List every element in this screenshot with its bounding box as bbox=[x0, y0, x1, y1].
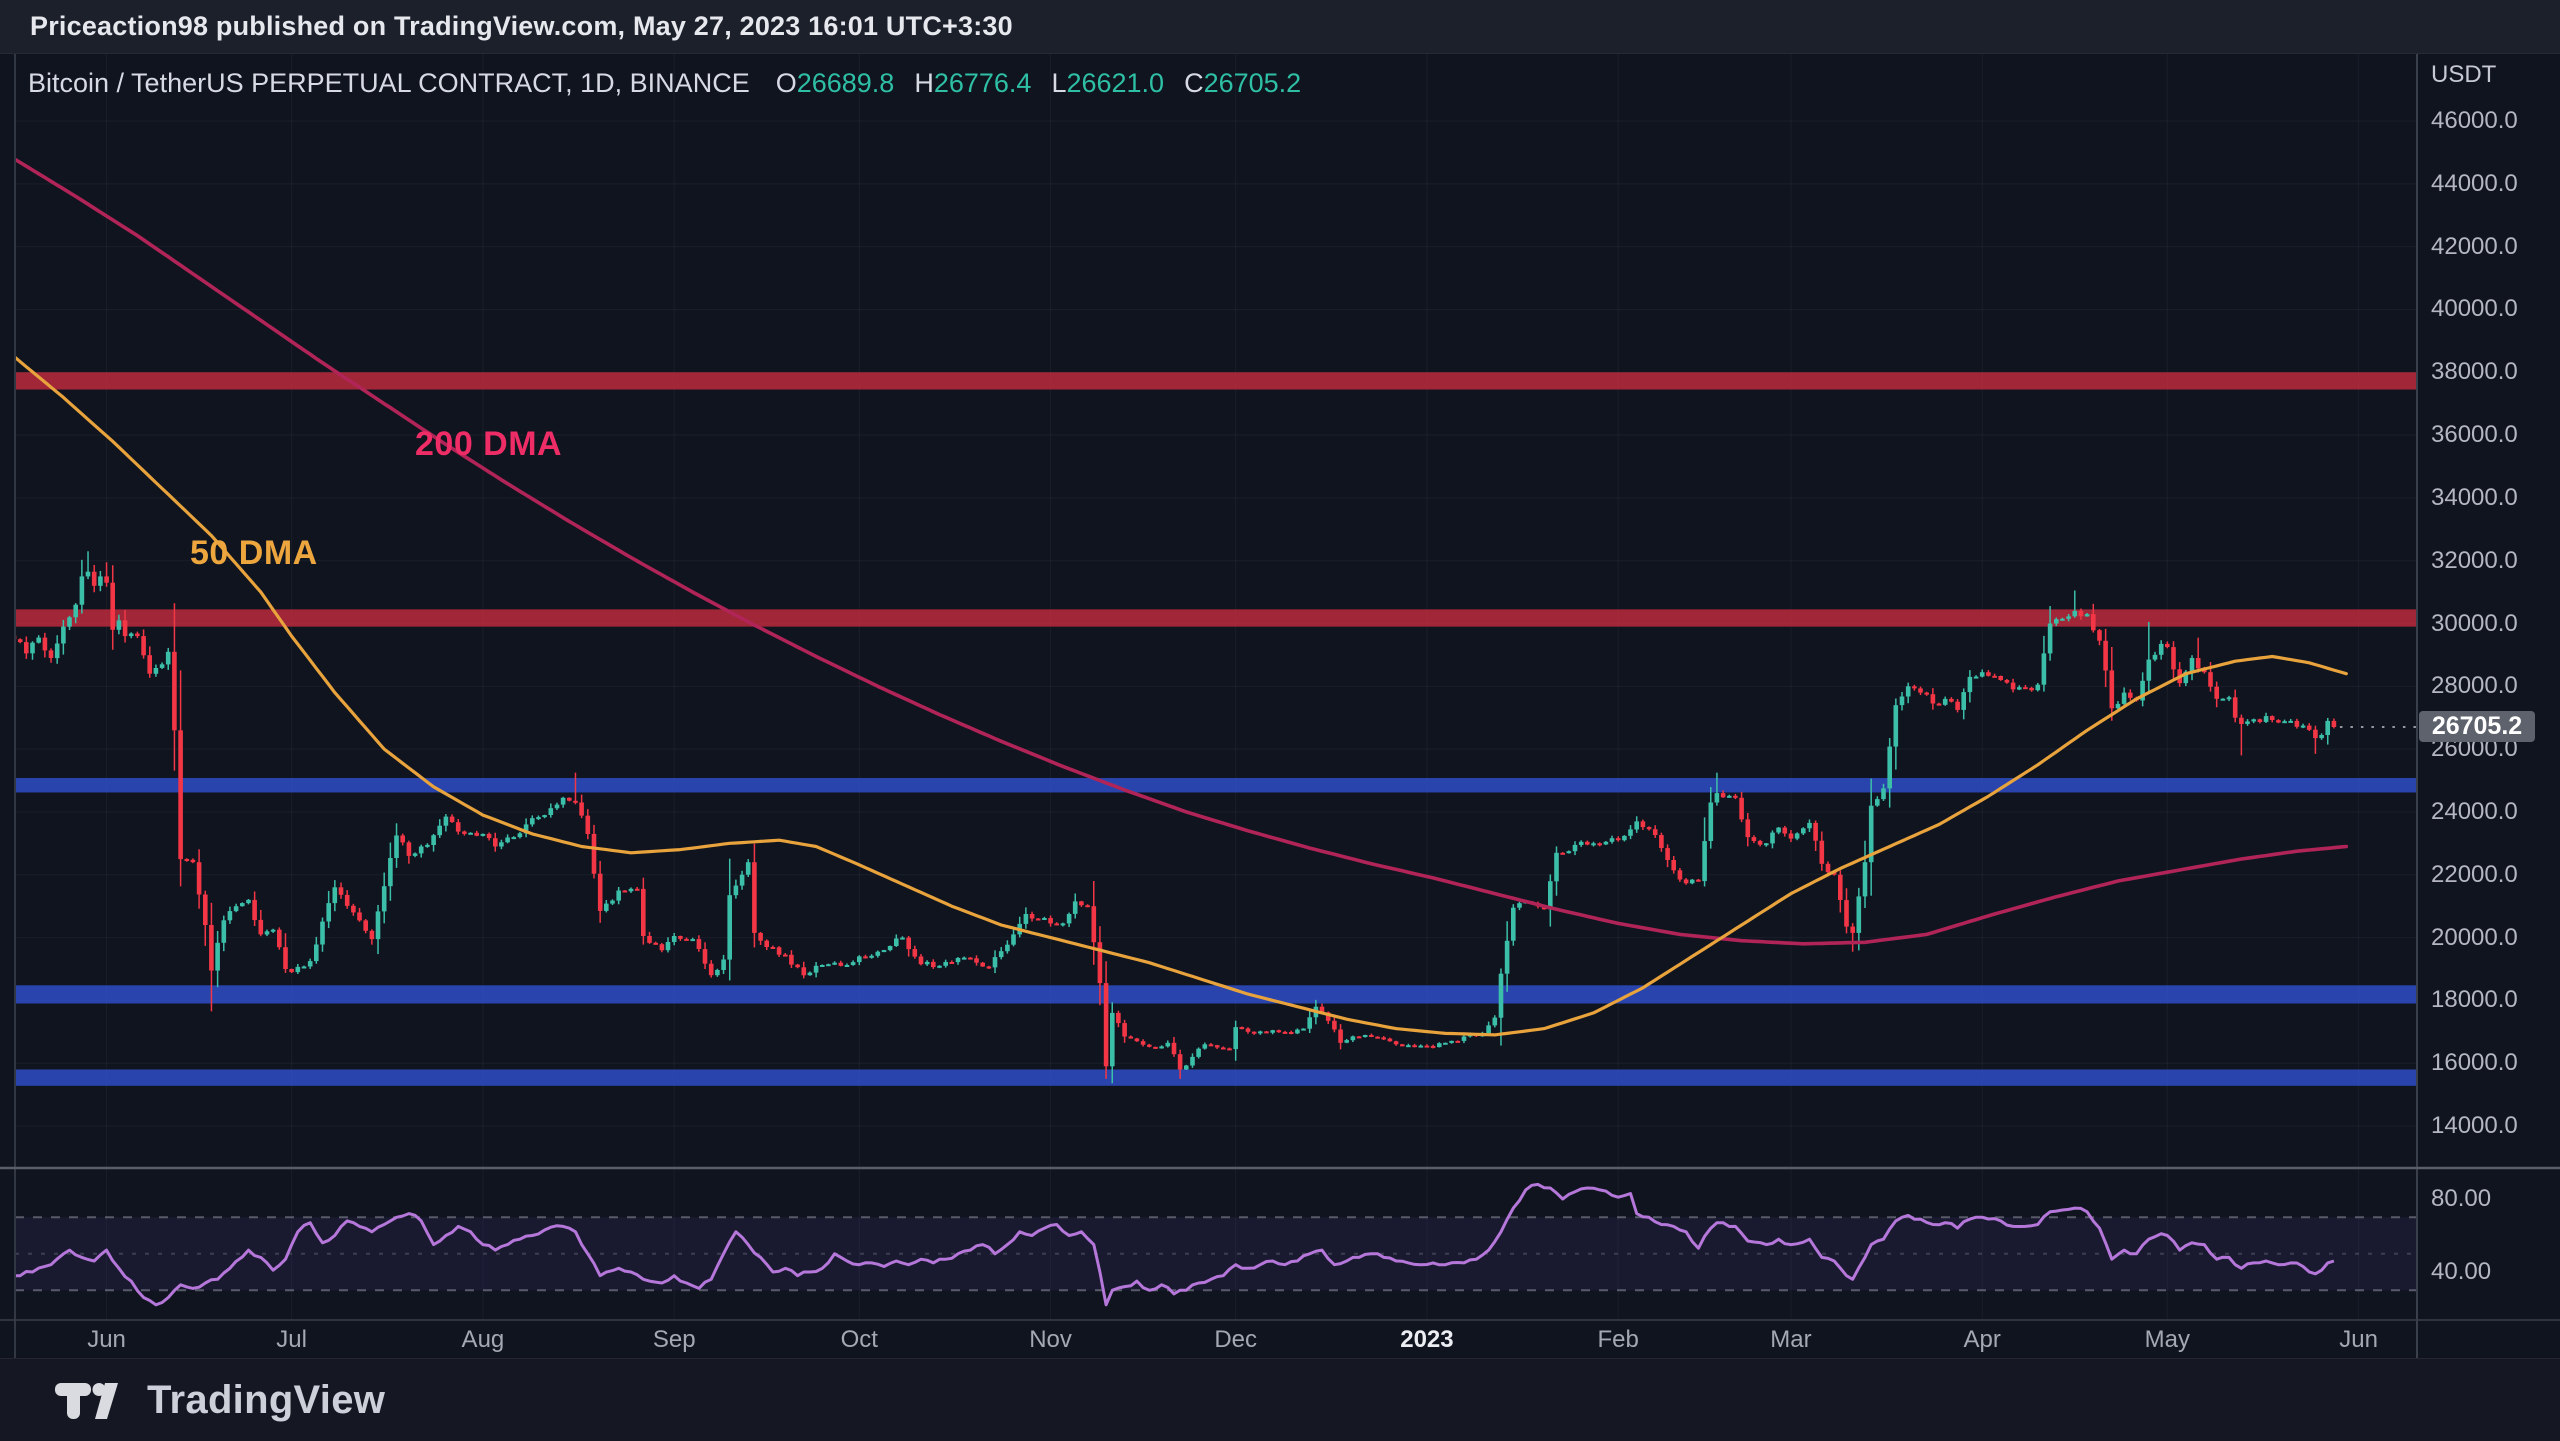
price-tick-label: 28000.0 bbox=[2431, 672, 2518, 700]
symbol-title: Bitcoin / TetherUS PERPETUAL CONTRACT, 1… bbox=[28, 68, 750, 98]
time-tick-month: Dec bbox=[1214, 1326, 1257, 1353]
price-tick-label: 30000.0 bbox=[2431, 609, 2518, 637]
footer-bar: TradingView bbox=[0, 1358, 2560, 1441]
price-tick-label: 36000.0 bbox=[2431, 421, 2518, 449]
ohlc-open: O26689.8 bbox=[775, 68, 895, 98]
publish-header: Priceaction98 published on TradingView.c… bbox=[0, 0, 2560, 54]
price-tick-label: 22000.0 bbox=[2431, 860, 2518, 888]
price-tick-label: 40000.0 bbox=[2431, 295, 2518, 323]
time-tick-month: Mar bbox=[1770, 1326, 1812, 1353]
time-tick-month: Jun bbox=[2339, 1326, 2378, 1353]
price-tick-label: 16000.0 bbox=[2431, 1049, 2518, 1077]
ohlc-close: C26705.2 bbox=[1184, 68, 1302, 98]
ohlc-low: L26621.0 bbox=[1051, 68, 1165, 98]
price-tick-label: 34000.0 bbox=[2431, 483, 2518, 511]
price-tick-label: 32000.0 bbox=[2431, 546, 2518, 574]
price-tick-label: 14000.0 bbox=[2431, 1112, 2518, 1139]
time-tick-year: 2023 bbox=[1400, 1326, 1454, 1353]
rsi-tick-label: 80.00 bbox=[2431, 1185, 2492, 1212]
price-tick-label: 44000.0 bbox=[2431, 169, 2518, 197]
time-tick-month: Aug bbox=[461, 1326, 505, 1353]
publish-info-text: Priceaction98 published on TradingView.c… bbox=[30, 11, 1013, 41]
price-tick-label: 24000.0 bbox=[2431, 797, 2518, 825]
price-tick-label: 38000.0 bbox=[2431, 358, 2518, 386]
tradingview-logo-icon bbox=[55, 1382, 118, 1419]
ma200-label: 200 DMA bbox=[415, 425, 563, 463]
price-axis: USDT 46000.0 44000.0 42000.0 40000.0 38000.0… bbox=[2417, 53, 2560, 1320]
symbol-legend: Bitcoin / TetherUS PERPETUAL CONTRACT, 1… bbox=[28, 68, 1321, 99]
tradingview-wordmark: TradingView bbox=[147, 1378, 386, 1422]
time-tick-month: Jul bbox=[276, 1326, 307, 1353]
price-axis-unit: USDT bbox=[2431, 61, 2497, 88]
time-tick-month: Nov bbox=[1029, 1326, 1072, 1353]
ohlc-high: H26776.4 bbox=[914, 68, 1032, 98]
last-price-label: 26705.2 bbox=[2419, 711, 2535, 743]
time-tick-month: May bbox=[2144, 1326, 2190, 1353]
rsi-tick-label: 40.00 bbox=[2431, 1258, 2492, 1285]
price-tick-label: 46000.0 bbox=[2431, 107, 2518, 134]
price-tick-label: 18000.0 bbox=[2431, 986, 2518, 1014]
ma50-label: 50 DMA bbox=[190, 534, 318, 572]
time-tick-month: Jun bbox=[87, 1326, 126, 1353]
time-tick-month: Oct bbox=[840, 1326, 878, 1353]
time-tick-month: Feb bbox=[1597, 1326, 1639, 1353]
price-tick-label: 42000.0 bbox=[2431, 232, 2518, 260]
price-tick-label: 20000.0 bbox=[2431, 923, 2518, 951]
time-axis: Jun Jul Aug Sep Oct Nov Dec 2023 Feb Mar Apr May Jun bbox=[0, 1320, 2417, 1358]
time-tick-month: Apr bbox=[1963, 1326, 2001, 1353]
time-tick-month: Sep bbox=[652, 1326, 696, 1353]
